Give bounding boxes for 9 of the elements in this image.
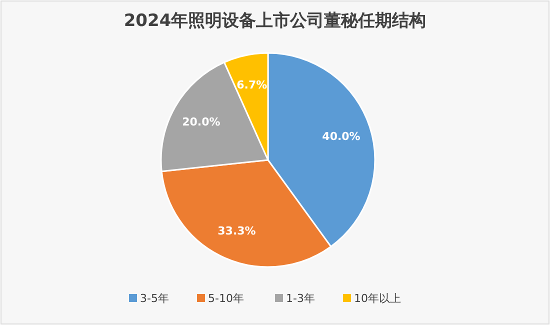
chart-title: 2024年照明设备上市公司董秘任期结构 xyxy=(124,11,426,31)
data-label: 33.3% xyxy=(218,224,256,238)
legend-label: 10年以上 xyxy=(354,292,401,305)
legend-label: 5-10年 xyxy=(208,292,244,305)
data-label: 40.0% xyxy=(322,130,360,144)
data-label: 20.0% xyxy=(182,115,220,128)
legend-label: 3-5年 xyxy=(140,292,169,305)
legend-label: 1-3年 xyxy=(286,292,315,305)
data-label: 6.7% xyxy=(236,78,268,92)
